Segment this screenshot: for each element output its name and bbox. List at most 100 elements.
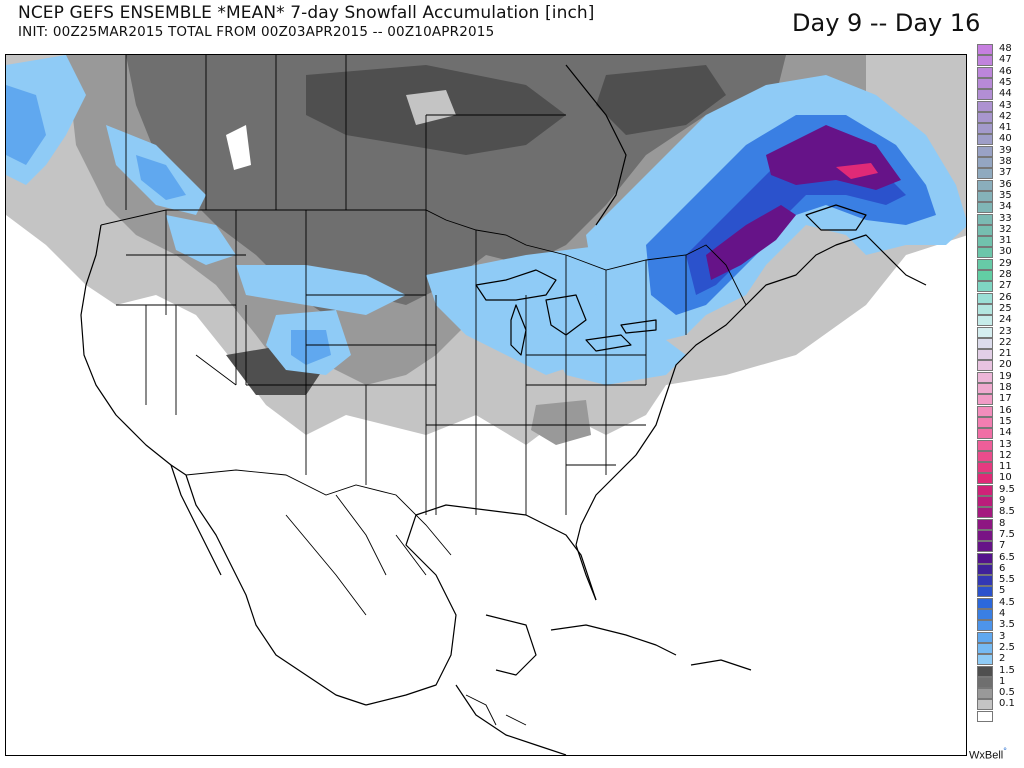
legend-entry: 40 [977,133,1021,146]
legend-label: 48 [999,43,1012,54]
legend-entry: 25 [977,303,1021,315]
snow-blue-wyoming [236,265,406,315]
legend-swatch [977,586,993,598]
legend-entry: 26 [977,292,1021,304]
legend-swatch [977,247,993,259]
legend-entry: 10 [977,472,1021,485]
legend-swatch [977,371,993,383]
legend-label: 33 [999,212,1012,224]
legend-label: 19 [999,370,1012,382]
legend-label: 27 [999,280,1012,292]
color-legend: 48 47 46 45 44 43 42 41 40 39 38 37 36 35 34 33 32 31 30 29… [977,43,1021,722]
legend-entry: 48 [977,43,1021,55]
legend-entry: 44 [977,88,1021,101]
legend-entry: 5.5 [977,574,1021,587]
legend-entry: 7 [977,540,1021,553]
legend-entry: 34 [977,201,1021,214]
legend-entry: 36 [977,178,1021,191]
legend-label: 23 [999,325,1012,337]
legend-label: 13 [999,438,1012,450]
legend-entry: 27 [977,280,1021,293]
snow-field-darker-2 [596,65,726,135]
snow-blue-bc [6,85,46,165]
legend-swatch [977,123,993,135]
political-borders [100,55,747,726]
credit-text: WxBell [969,749,1004,762]
snow-magenta-core [836,163,878,179]
legend-swatch [977,450,993,462]
coastlines [80,64,927,755]
legend-entry: 42 [977,111,1021,123]
legend-swatch [977,462,993,474]
legend-entry: 4 [977,608,1021,620]
legend-entry: 43 [977,99,1021,112]
legend-swatch [977,383,993,394]
legend-entry: 23 [977,325,1021,338]
snow-blue-montana [166,215,236,265]
legend-entry: 8.5 [977,506,1021,519]
legend-entry: 0.1 [977,698,1021,711]
legend-swatch [977,224,993,236]
legend-label: 36 [999,178,1012,190]
legend-label: 2 [999,653,1006,665]
legend-swatch [977,405,993,417]
legend-swatch [977,416,993,428]
legend-entry: 13 [977,438,1021,451]
legend-swatch [977,394,993,406]
legend-label: 38 [999,156,1012,167]
legend-entry: 38 [977,156,1021,168]
legend-swatch [977,473,993,485]
legend-entry: 8 [977,518,1021,530]
legend-entry: 28 [977,269,1021,281]
legend-swatch [977,270,993,281]
legend-swatch [977,360,993,372]
legend-label: 1.5 [999,664,1015,676]
legend-entry: 3 [977,631,1021,643]
legend-entry: 29 [977,258,1021,270]
legend-swatch [977,134,993,146]
legend-swatch [977,190,993,202]
legend-entry: 6 [977,562,1021,575]
legend-label: 4.5 [999,596,1015,608]
legend-label: 35 [999,189,1012,201]
legend-label: 8.5 [999,506,1015,518]
legend-label: 6 [999,562,1006,574]
legend-swatch [977,157,993,168]
legend-swatch [977,55,993,67]
legend-entry: 31 [977,235,1021,248]
legend-entry: 15 [977,415,1021,428]
legend-swatch [977,258,993,270]
legend-entry: 24 [977,314,1021,327]
legend-label: 7 [999,540,1006,552]
wxbell-credit: WxBell° [969,746,1007,762]
legend-entry: 47 [977,54,1021,67]
legend-entry: 32 [977,223,1021,236]
legend-entry: 0.5 [977,687,1021,700]
legend-swatch [977,44,993,55]
legend-entry: 12 [977,449,1021,462]
legend-label: 43 [999,99,1012,111]
legend-label: 21 [999,348,1012,360]
legend-label: 12 [999,449,1012,461]
map-subtitle: INIT: 00Z25MAR2015 TOTAL FROM 00Z03APR20… [18,24,495,40]
legend-swatch [977,315,993,327]
legend-label: 15 [999,415,1012,427]
legend-swatch [977,597,993,609]
legend-label: 9.5 [999,483,1015,495]
legend-entry: 39 [977,145,1021,157]
legend-entry: 5 [977,585,1021,598]
legend-label: 6.5 [999,551,1015,563]
legend-entry: 35 [977,189,1021,202]
snow-blue-colorado-core [291,330,331,365]
legend-label: 32 [999,223,1012,235]
legend-entry: 16 [977,405,1021,417]
legend-swatch [977,575,993,587]
legend-entry: 9 [977,495,1021,507]
legend-swatch [977,654,993,666]
legend-entry: 19 [977,370,1021,383]
wxbell-logo-icon: ° [1003,746,1007,756]
legend-swatch [977,699,993,711]
legend-swatch [977,496,993,507]
legend-entry: 22 [977,337,1021,349]
legend-label: 9 [999,495,1006,506]
